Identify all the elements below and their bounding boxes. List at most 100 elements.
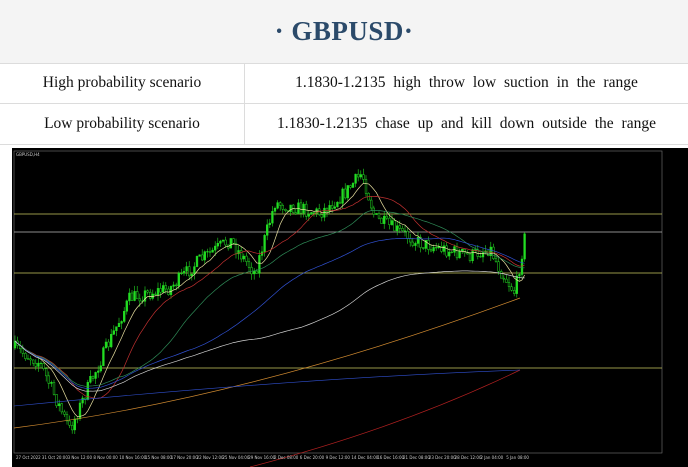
candle-body bbox=[455, 246, 459, 259]
candle-body bbox=[338, 201, 342, 204]
candle-body bbox=[208, 251, 212, 253]
candle-body bbox=[419, 236, 422, 248]
candle-body bbox=[523, 233, 526, 260]
candle-body bbox=[97, 370, 100, 373]
candle-body bbox=[177, 272, 180, 287]
candle-body bbox=[128, 292, 131, 302]
candle-body bbox=[84, 397, 87, 400]
moving-average bbox=[14, 237, 525, 389]
candle-body bbox=[422, 247, 425, 249]
plot-frame bbox=[13, 150, 663, 454]
candle-body bbox=[458, 250, 461, 259]
candle-body bbox=[359, 174, 362, 178]
candle-body bbox=[182, 270, 186, 274]
candle-body bbox=[206, 251, 209, 253]
candle-body bbox=[115, 326, 118, 331]
candle-body bbox=[102, 347, 105, 367]
candle-body bbox=[390, 220, 394, 225]
candle-body bbox=[156, 288, 160, 296]
candle-body bbox=[214, 245, 217, 251]
candle-body bbox=[351, 183, 355, 188]
candle-body bbox=[380, 217, 383, 224]
candle-body bbox=[424, 239, 427, 249]
x-axis-label: 17 Nov 20:00 bbox=[171, 455, 198, 460]
candle-body bbox=[110, 334, 113, 348]
cell: High probability scenario bbox=[0, 63, 245, 104]
x-axis-label: 14 Dec 04:00 bbox=[351, 455, 378, 460]
row: High probability scenario 1.1830-1.2135 … bbox=[0, 63, 688, 104]
candle-body bbox=[328, 205, 331, 212]
candle-body bbox=[136, 291, 139, 300]
candle-body bbox=[258, 255, 261, 274]
cell: 1.1830-1.2135 chase up and kill down out… bbox=[244, 103, 688, 145]
candle-body bbox=[331, 205, 334, 209]
candle-body bbox=[320, 214, 323, 218]
candle-body bbox=[247, 261, 251, 268]
candle-body bbox=[494, 258, 498, 262]
candle-body bbox=[60, 403, 63, 413]
x-axis-label: 2 Jan 04:00 bbox=[480, 455, 503, 460]
candle-body bbox=[268, 222, 271, 226]
x-axis-label: 6 Dec 20:00 bbox=[300, 455, 325, 460]
candle-body bbox=[357, 173, 360, 178]
candle-body bbox=[188, 266, 191, 277]
candle-body bbox=[349, 185, 352, 188]
candle-body bbox=[279, 202, 282, 206]
candle-body bbox=[52, 382, 56, 395]
candle-body bbox=[429, 249, 433, 252]
candle-body bbox=[63, 411, 66, 415]
candle-body bbox=[107, 341, 110, 348]
x-axis-label: 28 Dec 12:00 bbox=[455, 455, 482, 460]
trend-line bbox=[13, 369, 521, 407]
candle-body bbox=[325, 207, 329, 212]
candle-body bbox=[216, 243, 219, 247]
candle-body bbox=[427, 239, 430, 250]
candle-body bbox=[489, 246, 492, 256]
candle-body bbox=[294, 212, 297, 215]
candle-body bbox=[346, 185, 349, 199]
candle-body bbox=[154, 293, 157, 296]
candle-body bbox=[120, 321, 123, 324]
candle-body bbox=[71, 425, 74, 431]
candle-body bbox=[263, 235, 266, 253]
candle-body bbox=[255, 270, 258, 274]
x-axis-label: 16 Dec 16:00 bbox=[377, 455, 404, 460]
candle-body bbox=[409, 238, 412, 243]
candle-body bbox=[518, 274, 521, 277]
candle-body bbox=[125, 300, 128, 312]
candle-body bbox=[435, 247, 438, 249]
x-axis-label: 25 Nov 04:00 bbox=[222, 455, 249, 460]
candle-body bbox=[500, 271, 503, 279]
candle-body bbox=[104, 341, 108, 348]
candle-body bbox=[266, 224, 269, 236]
candle-body bbox=[450, 251, 453, 253]
candle-body bbox=[520, 258, 524, 275]
candle-body bbox=[242, 255, 245, 260]
candle-body bbox=[99, 365, 102, 372]
candle-body bbox=[370, 199, 373, 209]
candle-body bbox=[507, 282, 511, 287]
candle-body bbox=[383, 215, 386, 224]
candle-body bbox=[211, 249, 214, 253]
candle-body bbox=[195, 256, 199, 267]
candle-body bbox=[47, 375, 50, 384]
candle-body bbox=[401, 228, 404, 231]
candle-body bbox=[138, 298, 141, 302]
candle-body bbox=[203, 251, 206, 261]
candle-body bbox=[81, 397, 84, 404]
candle-body bbox=[466, 252, 469, 255]
x-axis-label: 5 Jan 08:00 bbox=[506, 455, 529, 460]
candle-body bbox=[68, 420, 71, 426]
x-axis-label: 21 Dec 08:00 bbox=[403, 455, 430, 460]
candle-body bbox=[91, 375, 95, 379]
candle-body bbox=[310, 212, 313, 215]
candle-body bbox=[149, 291, 152, 299]
candle-body bbox=[375, 213, 378, 215]
candle-body bbox=[471, 249, 474, 262]
candle-body bbox=[180, 272, 183, 275]
cell: 1.1830-1.2135 high throw low suction in … bbox=[244, 63, 688, 104]
candle-body bbox=[403, 230, 407, 232]
candle-body bbox=[78, 402, 82, 420]
price-chart: GBPUSD,H4 27 Oct 2022 31 Oct 20:00 3 Nov 1… bbox=[12, 148, 688, 467]
candle-body bbox=[250, 267, 253, 275]
